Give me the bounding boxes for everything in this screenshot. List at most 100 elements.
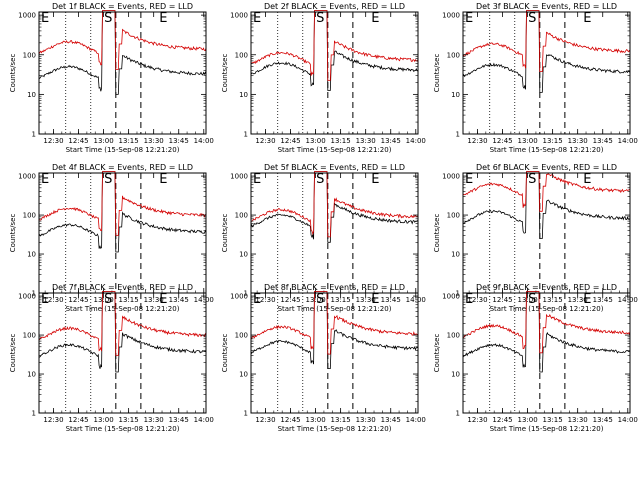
event-marker-e: E: [41, 11, 49, 26]
y-tick-label: 10: [451, 91, 460, 99]
event-marker-e: E: [253, 11, 261, 26]
x-tick-label: 12:30: [255, 137, 275, 145]
x-tick-label: 13:15: [331, 137, 351, 145]
y-tick-label: 1: [456, 410, 460, 418]
x-axis-label: Start Time (15-Sep-08 12:21:20): [278, 305, 392, 313]
series-line-black: [250, 291, 419, 370]
x-tick-label: 12:45: [492, 137, 512, 145]
y-axis-label: Counts/sec: [9, 54, 17, 93]
event-marker-e: E: [583, 172, 591, 187]
x-tick-label: 14:00: [618, 416, 638, 424]
x-tick-label: 13:15: [543, 416, 563, 424]
x-tick-label: 12:45: [492, 416, 512, 424]
y-tick-label: 100: [447, 332, 460, 340]
x-tick-label: 13:30: [356, 296, 376, 304]
x-tick-label: 13:30: [356, 137, 376, 145]
y-axis-label: Counts/sec: [221, 54, 229, 93]
event-marker-e: E: [159, 11, 167, 26]
event-marker-s: S: [104, 292, 112, 307]
x-tick-label: 14:00: [406, 137, 426, 145]
y-tick-label: 10: [27, 371, 36, 379]
x-tick-label: 13:45: [381, 416, 401, 424]
event-marker-e: E: [465, 11, 473, 26]
x-tick-label: 12:45: [280, 296, 300, 304]
chart-panel-8: Det 8f BLACK = Events, RED = LLD 1 10 100 10…: [221, 283, 426, 433]
chart-panel-9: Det 9f BLACK = Events, RED = LLD 1 10 100 10…: [433, 283, 638, 433]
series-line-red: [462, 291, 631, 354]
chart-panel-7: Det 7f BLACK = Events, RED = LLD 1 10 100 10…: [9, 283, 214, 433]
x-tick-label: 12:45: [280, 416, 300, 424]
y-tick-label: 10: [239, 91, 248, 99]
chart-panel-4: Det 4f BLACK = Events, RED = LLD 1 10 100 10…: [9, 163, 214, 313]
chart-title: Det 7f BLACK = Events, RED = LLD: [52, 283, 193, 292]
x-tick-label: 13:00: [93, 296, 113, 304]
series-line-red: [250, 171, 419, 238]
event-marker-s: S: [316, 11, 324, 26]
y-tick-label: 1000: [442, 173, 460, 181]
y-axis-label: Counts/sec: [433, 54, 441, 93]
series-line-black: [250, 171, 419, 243]
series-line-black: [38, 291, 207, 373]
x-tick-label: 13:30: [356, 416, 376, 424]
series-line-black: [250, 10, 419, 91]
x-tick-label: 13:00: [305, 416, 325, 424]
x-tick-label: 13:30: [144, 416, 164, 424]
plot-frame: [462, 172, 631, 294]
x-tick-label: 13:30: [144, 296, 164, 304]
y-tick-label: 100: [23, 332, 36, 340]
x-axis-label: Start Time (15-Sep-08 12:21:20): [490, 425, 604, 433]
y-tick-label: 1: [456, 131, 460, 139]
chart-panel-3: Det 3f BLACK = Events, RED = LLD 1 10 100 10…: [433, 2, 638, 154]
x-tick-label: 13:45: [593, 296, 613, 304]
event-marker-e: E: [583, 292, 591, 307]
y-tick-label: 100: [23, 51, 36, 59]
series-line-black: [462, 10, 631, 93]
chart-title: Det 2f BLACK = Events, RED = LLD: [264, 2, 405, 11]
chart-title: Det 1f BLACK = Events, RED = LLD: [52, 2, 193, 11]
x-tick-label: 13:00: [305, 137, 325, 145]
x-tick-label: 13:15: [119, 296, 139, 304]
y-tick-label: 1: [244, 290, 248, 298]
x-tick-label: 13:45: [381, 137, 401, 145]
event-marker-e: E: [41, 172, 49, 187]
y-tick-label: 10: [239, 371, 248, 379]
event-marker-e: E: [253, 172, 261, 187]
y-tick-label: 1000: [18, 173, 36, 181]
event-marker-e: E: [371, 172, 379, 187]
chart-title: Det 9f BLACK = Events, RED = LLD: [476, 283, 617, 292]
x-tick-label: 14:00: [194, 416, 214, 424]
x-tick-label: 13:30: [568, 416, 588, 424]
y-axis-label: Counts/sec: [9, 334, 17, 373]
y-tick-label: 100: [23, 212, 36, 220]
x-tick-label: 12:30: [467, 416, 487, 424]
series-line-black: [38, 171, 207, 253]
x-axis-label: Start Time (15-Sep-08 12:21:20): [66, 425, 180, 433]
y-tick-label: 10: [239, 251, 248, 259]
event-marker-e: E: [371, 11, 379, 26]
event-marker-e: E: [371, 292, 379, 307]
y-tick-label: 10: [27, 251, 36, 259]
x-tick-label: 13:00: [517, 296, 537, 304]
event-marker-e: E: [465, 292, 473, 307]
plot-frame: [250, 172, 419, 294]
event-marker-s: S: [104, 11, 112, 26]
x-tick-label: 12:30: [43, 137, 63, 145]
y-tick-label: 1000: [18, 293, 36, 301]
x-tick-label: 13:00: [93, 137, 113, 145]
x-tick-label: 13:15: [543, 296, 563, 304]
y-axis-label: Counts/sec: [433, 214, 441, 253]
event-marker-e: E: [583, 11, 591, 26]
x-axis-label: Start Time (15-Sep-08 12:21:20): [66, 146, 180, 154]
y-tick-label: 1: [32, 290, 36, 298]
y-tick-label: 1: [456, 290, 460, 298]
event-marker-e: E: [159, 172, 167, 187]
event-marker-s: S: [528, 172, 536, 187]
series-line-red: [250, 291, 419, 355]
x-tick-label: 13:00: [305, 296, 325, 304]
series-line-red: [38, 171, 207, 236]
y-tick-label: 1000: [442, 293, 460, 301]
x-tick-label: 12:30: [467, 137, 487, 145]
y-tick-label: 100: [447, 51, 460, 59]
event-marker-e: E: [41, 292, 49, 307]
series-line-black: [462, 291, 631, 373]
